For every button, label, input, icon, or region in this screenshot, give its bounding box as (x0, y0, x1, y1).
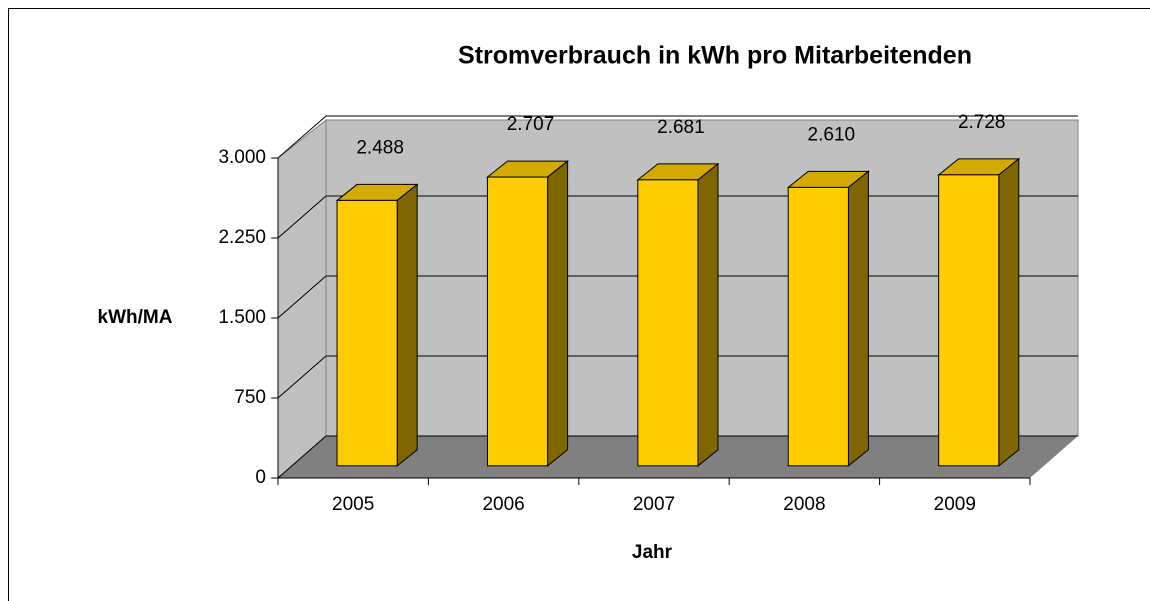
y-tick-label: 1.500 (218, 307, 266, 328)
value-label: 2.707 (507, 114, 555, 135)
bar (336, 199, 398, 467)
y-axis-label: kWh/MA (98, 307, 173, 328)
grid-line (277, 275, 327, 319)
bar-side (547, 160, 569, 467)
bar (637, 179, 699, 467)
y-tick-label: 750 (234, 387, 266, 408)
y-tick-label: 2.250 (218, 227, 266, 248)
x-tick-label: 2009 (934, 494, 976, 515)
bar (486, 176, 549, 467)
side-wall (277, 118, 327, 480)
bar (938, 174, 1000, 467)
x-axis-label: Jahr (632, 542, 673, 563)
grid-line (277, 435, 327, 479)
bar (787, 186, 849, 467)
grid-line (277, 355, 327, 399)
x-tick-label: 2008 (783, 494, 825, 515)
value-label: 2.728 (958, 112, 1006, 133)
grid-line (277, 195, 327, 239)
value-label: 2.610 (808, 124, 856, 145)
y-tick-label: 0 (255, 467, 266, 488)
x-tick-label: 2005 (332, 494, 374, 515)
y-tick-label: 3.000 (218, 147, 266, 168)
x-tick-label: 2006 (482, 494, 524, 515)
bar-side (697, 162, 719, 467)
value-label: 2.488 (356, 137, 404, 158)
bar-side (847, 170, 869, 467)
x-tick-label: 2007 (633, 494, 675, 515)
value-label: 2.681 (657, 117, 705, 138)
bar-side (998, 157, 1020, 467)
bar-side (396, 183, 418, 467)
chart-title: Stromverbrauch in kWh pro Mitarbeitenden (458, 42, 972, 70)
grid-line (277, 115, 327, 159)
